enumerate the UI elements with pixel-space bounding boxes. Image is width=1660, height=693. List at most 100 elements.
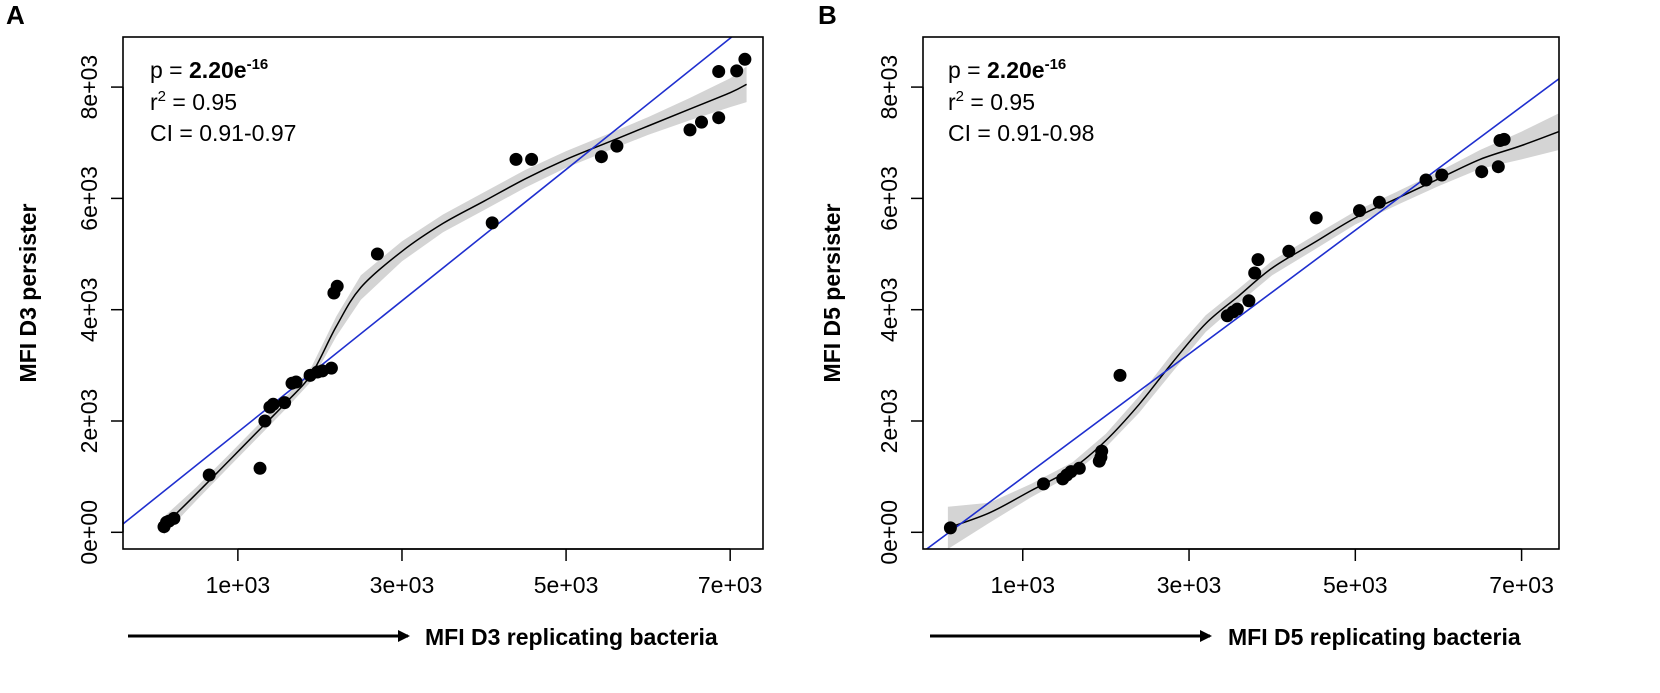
- data-point: [1248, 266, 1262, 280]
- panel-a: A 1e+03 3e+03 5e+03 7e+03 0e+00 2e+03 4e+03 6e…: [6, 0, 764, 650]
- confidence-band-area: [164, 66, 747, 535]
- y-tick-label: 2e+03: [876, 389, 902, 454]
- y-tick-label: 8e+03: [76, 55, 102, 120]
- p-mantissa: 2.20e: [189, 57, 247, 83]
- data-point: [167, 511, 181, 525]
- x-tick-label: 3e+03: [1157, 572, 1222, 598]
- data-point: [1497, 132, 1511, 146]
- data-point: [289, 375, 303, 389]
- data-point: [1435, 168, 1449, 182]
- r2-sup: 2: [956, 88, 964, 105]
- ci-text: CI = 0.91-0.98: [948, 120, 1094, 146]
- p-mantissa: 2.20e: [987, 57, 1045, 83]
- y-axis: 0e+00 2e+03 4e+03 6e+03 8e+03: [876, 55, 924, 565]
- r2-prefix: r: [948, 89, 956, 115]
- panel-letter-b: B: [818, 0, 837, 30]
- x-tick-label: 1e+03: [990, 572, 1055, 598]
- data-point: [712, 111, 726, 125]
- confidence-band-area: [947, 113, 1559, 549]
- data-point: [1037, 477, 1050, 491]
- x-tick-label: 7e+03: [698, 572, 763, 598]
- ci-text: CI = 0.91-0.97: [150, 120, 296, 146]
- stats-box: p = 2.20e-16 r2 = 0.95 CI = 0.91-0.98: [948, 56, 1094, 146]
- y-tick-label: 0e+00: [76, 500, 102, 565]
- data-point: [1072, 461, 1086, 475]
- p-prefix: p =: [948, 57, 987, 83]
- smooth-curve: [947, 130, 1559, 529]
- y-tick-label: 4e+03: [876, 277, 902, 342]
- confidence-band: [947, 113, 1559, 549]
- regression-line: [123, 37, 733, 525]
- data-point: [594, 150, 608, 164]
- x-axis-title: MFI D5 replicating bacteria: [1228, 624, 1521, 650]
- data-point: [253, 461, 267, 475]
- data-point: [1251, 253, 1265, 267]
- smooth-curve-group: [947, 130, 1559, 529]
- y-tick-label: 6e+03: [76, 166, 102, 231]
- data-point: [485, 216, 499, 230]
- data-points: [943, 132, 1511, 535]
- data-point: [1113, 368, 1127, 382]
- data-point: [1309, 211, 1323, 225]
- regression-line: [925, 78, 1559, 549]
- data-point: [1475, 165, 1489, 179]
- data-point: [943, 521, 957, 535]
- panel-b: B 1e+03 3e+03 5e+03 7e+03 0e+00 2e+03 4e+03 6e…: [818, 0, 1560, 650]
- y-axis-title: MFI D3 persister: [15, 203, 41, 382]
- data-points: [157, 52, 752, 534]
- data-point: [324, 361, 338, 375]
- smooth-curve-group: [163, 83, 747, 527]
- confidence-band: [164, 66, 747, 535]
- y-axis: 0e+00 2e+03 4e+03 6e+03 8e+03: [76, 55, 124, 565]
- data-point: [695, 115, 708, 129]
- data-point: [712, 65, 726, 78]
- y-tick-label: 6e+03: [876, 166, 902, 231]
- data-point: [525, 152, 539, 166]
- x-tick-label: 1e+03: [206, 572, 271, 598]
- data-point: [278, 396, 292, 410]
- p-value-text: p = 2.20e-16: [948, 56, 1066, 83]
- r2-sup: 2: [158, 88, 166, 105]
- data-point: [258, 414, 272, 428]
- data-point: [683, 123, 697, 137]
- p-exponent: -16: [247, 56, 269, 73]
- r2-text: r2 = 0.95: [948, 88, 1035, 115]
- p-exponent: -16: [1045, 56, 1067, 73]
- panel-letter-a: A: [6, 0, 25, 30]
- data-point: [1242, 294, 1256, 308]
- data-point: [370, 247, 384, 261]
- regression-line-group: [123, 37, 733, 525]
- p-prefix: p =: [150, 57, 189, 83]
- data-point: [1282, 244, 1296, 258]
- y-tick-label: 8e+03: [876, 55, 902, 120]
- r2-value: = 0.95: [166, 89, 237, 115]
- regression-line-group: [925, 78, 1559, 549]
- y-tick-label: 0e+00: [876, 500, 902, 565]
- data-point: [202, 468, 216, 482]
- data-point: [330, 279, 344, 293]
- data-point: [1372, 195, 1386, 209]
- data-point: [1230, 302, 1244, 316]
- x-tick-label: 5e+03: [534, 572, 599, 598]
- y-tick-label: 2e+03: [76, 389, 102, 454]
- data-point: [1095, 444, 1109, 458]
- y-tick-label: 4e+03: [76, 277, 102, 342]
- p-value-text: p = 2.20e-16: [150, 56, 268, 83]
- data-point: [509, 152, 523, 166]
- x-tick-label: 7e+03: [1489, 572, 1554, 598]
- data-point: [738, 52, 752, 66]
- y-axis-title: MFI D5 persister: [819, 203, 845, 382]
- stats-box: p = 2.20e-16 r2 = 0.95 CI = 0.91-0.97: [150, 56, 296, 146]
- x-tick-label: 5e+03: [1323, 572, 1388, 598]
- data-point: [1419, 173, 1433, 187]
- x-axis-title: MFI D3 replicating bacteria: [425, 624, 718, 650]
- data-point: [1353, 204, 1366, 218]
- r2-prefix: r: [150, 89, 158, 115]
- x-axis: 1e+03 3e+03 5e+03 7e+03: [990, 548, 1554, 598]
- data-point: [610, 139, 624, 153]
- data-point: [266, 397, 280, 411]
- r2-value: = 0.95: [964, 89, 1035, 115]
- r2-text: r2 = 0.95: [150, 88, 237, 115]
- smooth-curve: [163, 83, 747, 527]
